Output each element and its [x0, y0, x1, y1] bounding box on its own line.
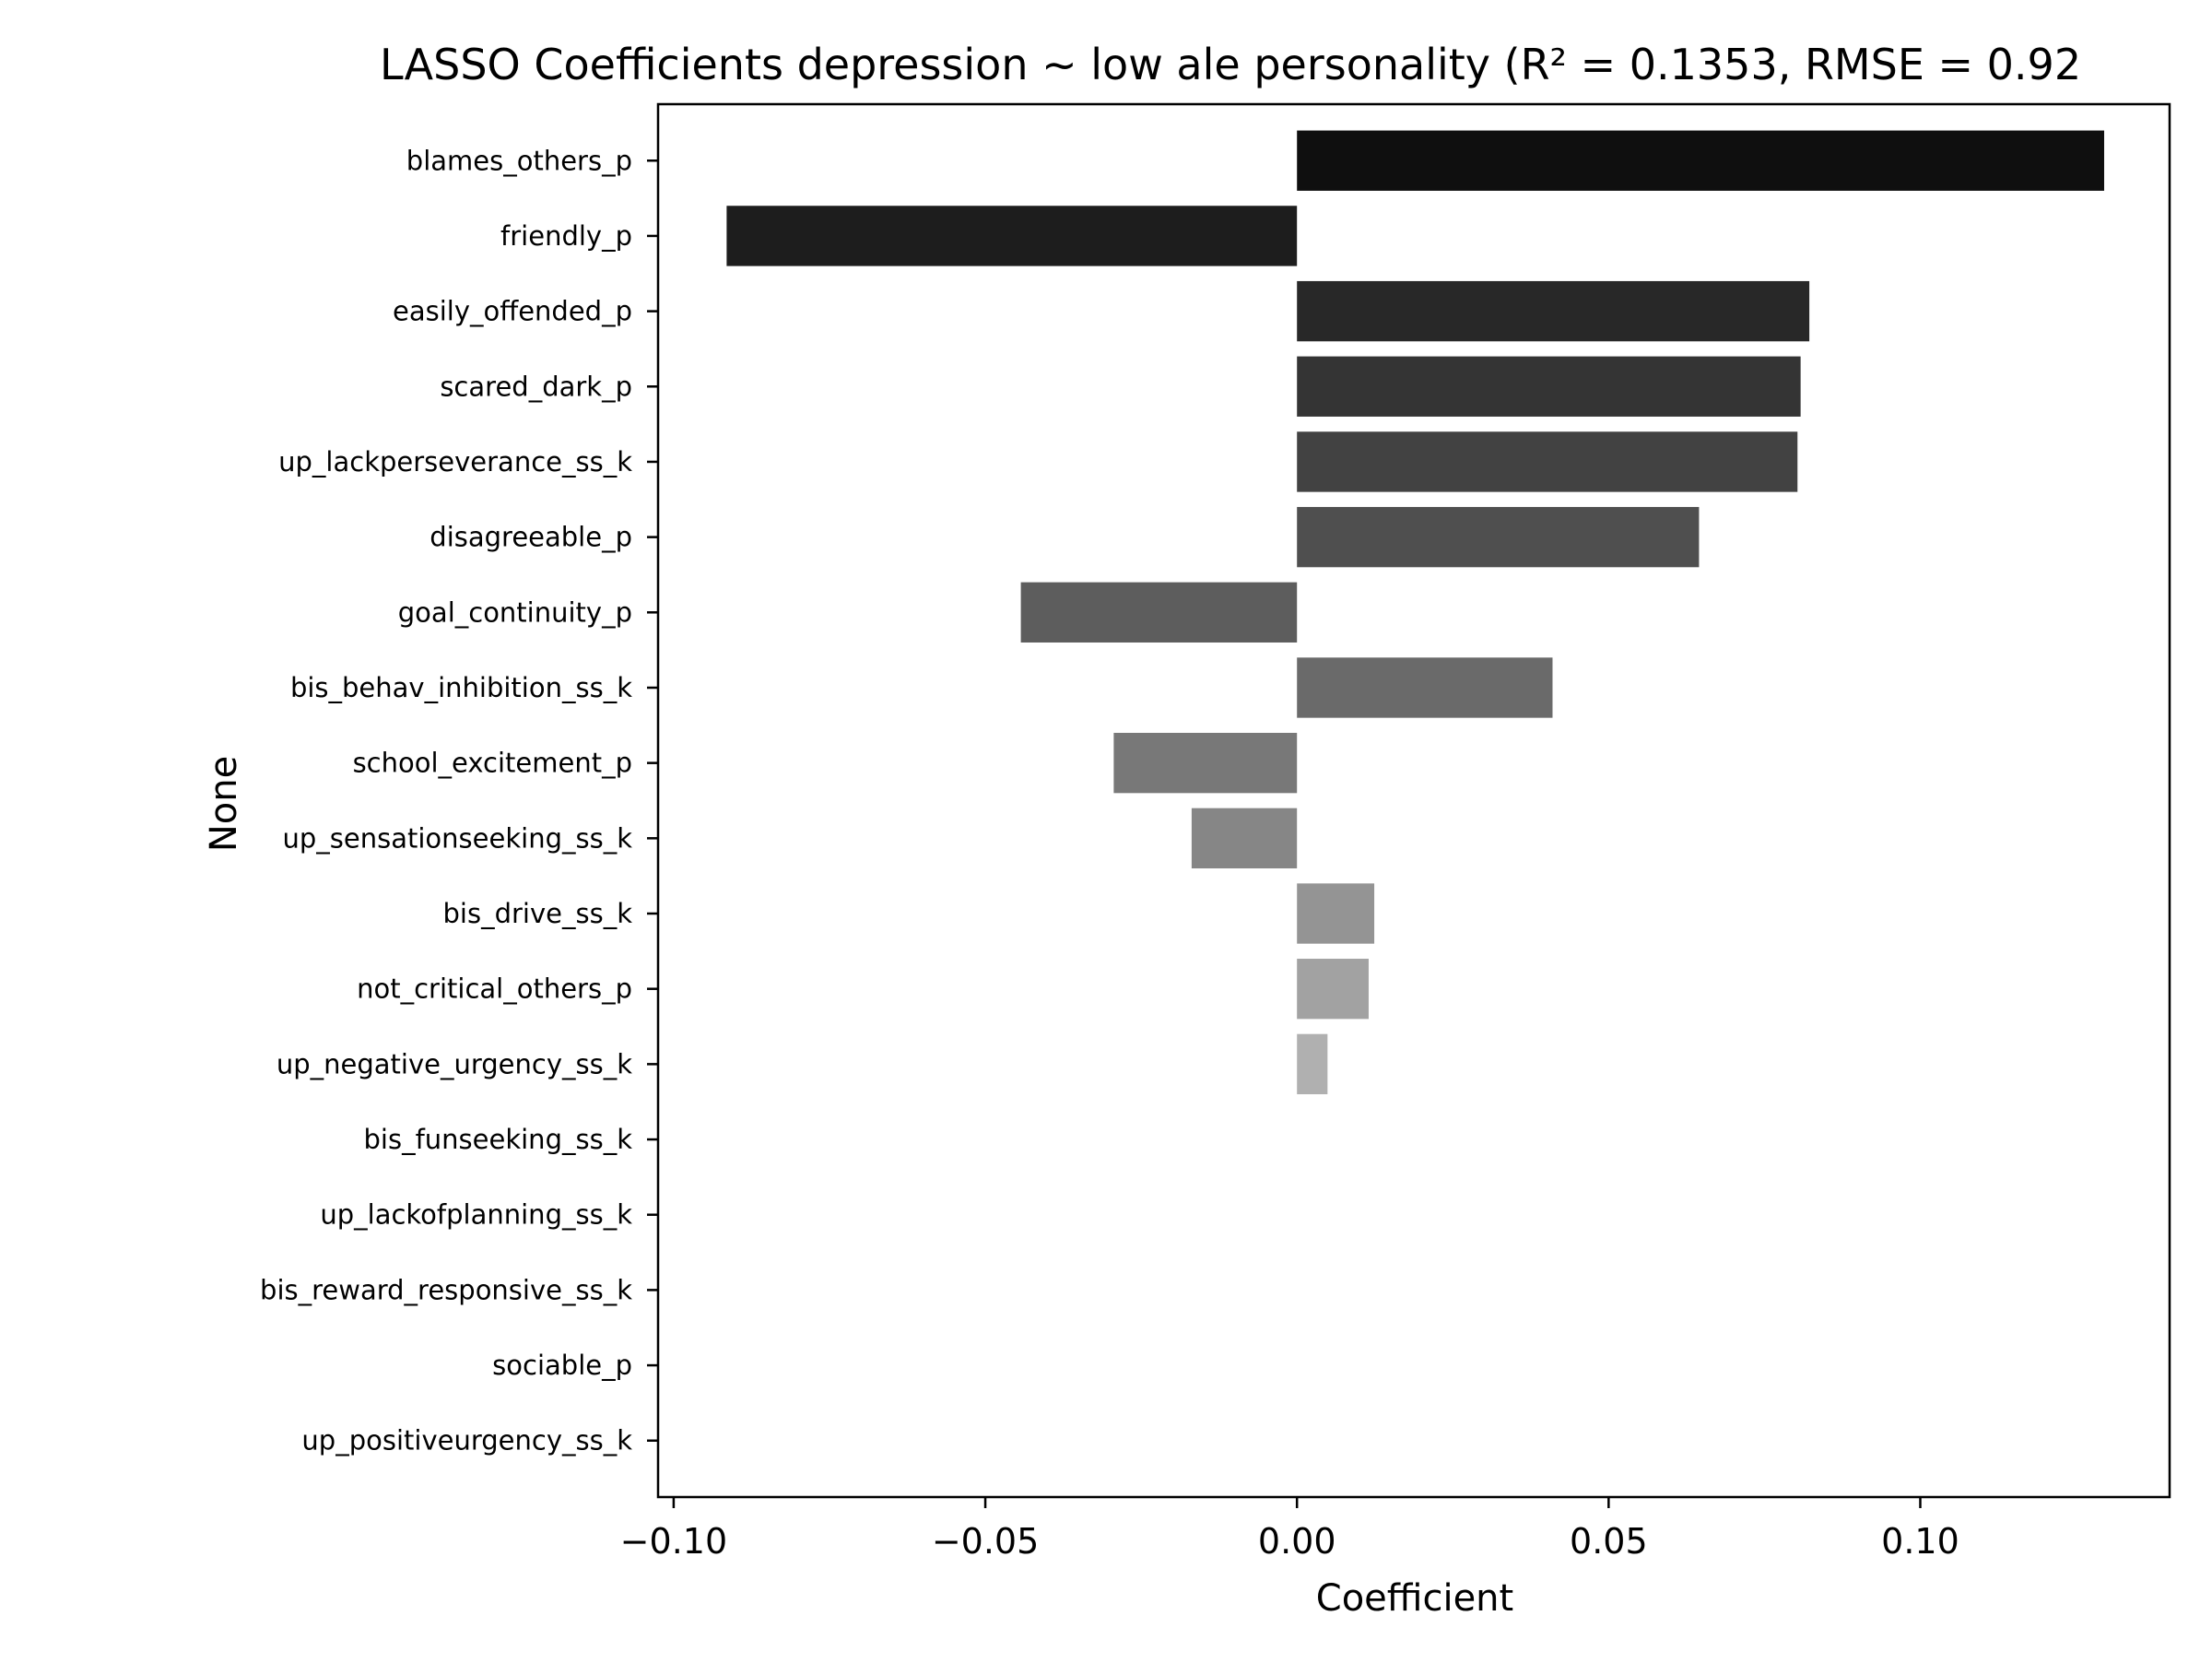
y-tick-label: disagreeable_p	[429, 522, 632, 553]
plot-frame	[656, 102, 2171, 1499]
x-tick-label: 0.10	[1881, 1521, 1959, 1562]
bar-up-negative-urgency-ss-k	[1297, 1033, 1328, 1095]
bar-blames-others-p	[1297, 130, 2104, 191]
bar-friendly-p	[726, 206, 1298, 266]
y-tick-label: blames_others_p	[406, 145, 632, 176]
x-tick-label: −0.10	[620, 1521, 727, 1562]
bars-group	[726, 130, 2104, 1095]
bar-up-lackperseverance-ss-k	[1297, 431, 1798, 492]
bar-up-sensationseeking-ss-k	[1191, 808, 1298, 869]
y-tick-label: up_lackofplanning_ss_k	[320, 1199, 632, 1231]
chart-title: LASSO Coefficients depression ~ low ale …	[380, 40, 2081, 89]
y-tick-label: bis_funseeking_ss_k	[364, 1124, 633, 1155]
bar-school-excitement-p	[1113, 732, 1298, 794]
x-tick-label: −0.05	[932, 1521, 1039, 1562]
bar-bis-behav-inhibition-ss-k	[1297, 657, 1553, 718]
y-axis-label: None	[203, 756, 245, 852]
bar-scared-dark-p	[1297, 356, 1801, 417]
y-tick-label: school_excitement_p	[353, 748, 632, 779]
y-axis-ticks: blames_others_p friendly_p easily_offended…	[260, 145, 658, 1457]
bar-not-critical-others-p	[1297, 959, 1369, 1020]
x-tick-label: 0.00	[1258, 1521, 1336, 1562]
y-tick-label: easily_offended_p	[393, 296, 632, 327]
y-tick-label: goal_continuity_p	[398, 596, 632, 628]
y-tick-label: up_positiveurgency_ss_k	[301, 1425, 632, 1457]
y-tick-label: bis_reward_responsive_ss_k	[260, 1274, 632, 1305]
y-tick-label: not_critical_others_p	[357, 973, 632, 1005]
y-tick-label: up_sensationseeking_ss_k	[283, 822, 633, 854]
bar-bis-drive-ss-k	[1297, 883, 1375, 944]
y-tick-label: up_lackperseverance_ss_k	[278, 446, 632, 478]
bar-easily-offended-p	[1297, 280, 1810, 342]
x-tick-label: 0.05	[1570, 1521, 1648, 1562]
bar-disagreeable-p	[1297, 506, 1700, 568]
y-tick-label: friendly_p	[500, 220, 632, 252]
y-tick-label: up_negative_urgency_ss_k	[276, 1048, 632, 1079]
x-axis-ticks: −0.10 −0.05 0.00 0.05 0.10	[620, 1497, 1959, 1562]
x-axis-label: Coefficient	[1316, 1577, 1513, 1620]
y-tick-label: sociable_p	[492, 1350, 632, 1381]
y-tick-label: scared_dark_p	[440, 371, 632, 402]
y-tick-label: bis_drive_ss_k	[443, 898, 633, 929]
bar-goal-continuity-p	[1020, 582, 1298, 643]
y-tick-label: bis_behav_inhibition_ss_k	[290, 672, 632, 703]
